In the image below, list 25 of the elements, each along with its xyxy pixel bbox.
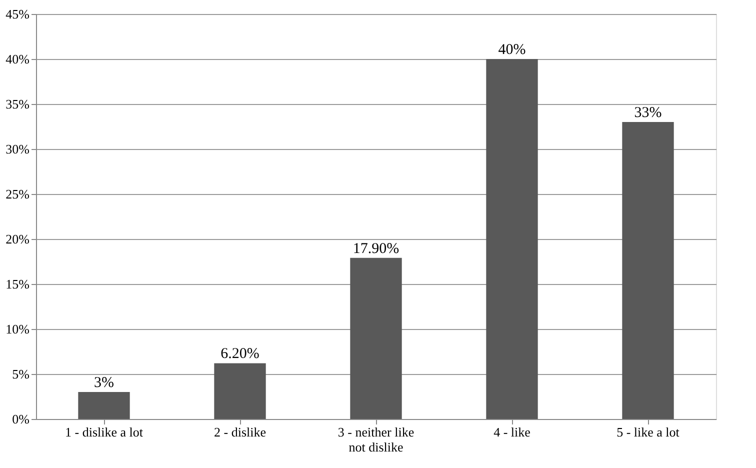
bar — [486, 59, 538, 419]
bar — [622, 122, 674, 419]
data-label: 3% — [94, 375, 114, 391]
y-tick-label: 25% — [6, 186, 30, 202]
bar — [350, 258, 402, 419]
x-tick-label: 5 - like a lot — [616, 424, 680, 440]
y-tick-label: 35% — [6, 96, 30, 112]
data-label: 17.90% — [352, 240, 400, 257]
x-tick-label: 1 - dislike a lot — [65, 424, 144, 440]
y-tick-label: 0% — [12, 412, 30, 426]
y-tick-label: 45% — [6, 6, 30, 22]
data-label: 6.20% — [220, 346, 260, 362]
y-tick-label: 20% — [6, 232, 30, 246]
x-tick-label: 4 - like — [494, 424, 531, 440]
y-tick-label: 30% — [6, 142, 30, 156]
y-tick-label: 40% — [6, 52, 30, 66]
data-label: 40% — [498, 42, 526, 58]
bar — [78, 392, 130, 419]
data-label: 33% — [634, 105, 662, 121]
x-tick-label: 3 - neither like not dislike — [338, 424, 414, 454]
x-tick-label: 2 - dislike — [214, 424, 266, 440]
y-tick-label: 10% — [6, 322, 30, 336]
bar — [214, 363, 266, 419]
y-tick-label: 5% — [12, 366, 30, 382]
y-tick-label: 15% — [6, 276, 30, 292]
